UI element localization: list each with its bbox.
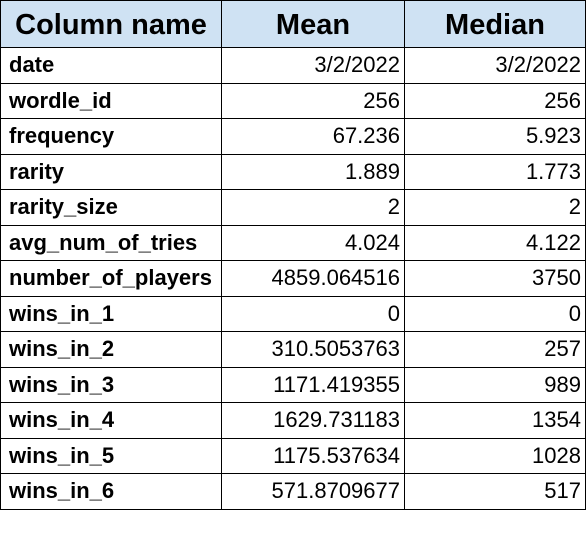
table-row: number_of_players 4859.064516 3750 <box>0 260 586 297</box>
header-row: Column name Mean Median <box>0 0 586 48</box>
row-mean: 4859.064516 <box>221 260 405 297</box>
row-name: wordle_id <box>0 82 222 119</box>
row-median: 1354 <box>404 402 586 439</box>
row-median: 989 <box>404 366 586 403</box>
row-mean: 3/2/2022 <box>221 47 405 84</box>
row-median: 3/2/2022 <box>404 47 586 84</box>
row-name: wins_in_6 <box>0 473 222 510</box>
table-row: frequency 67.236 5.923 <box>0 118 586 155</box>
row-mean: 1175.537634 <box>221 437 405 474</box>
statistics-table: Column name Mean Median date 3/2/2022 3/… <box>0 0 586 510</box>
table-row: rarity 1.889 1.773 <box>0 153 586 190</box>
row-mean: 571.8709677 <box>221 473 405 510</box>
table-row: date 3/2/2022 3/2/2022 <box>0 47 586 84</box>
row-mean: 67.236 <box>221 118 405 155</box>
row-mean: 1.889 <box>221 153 405 190</box>
table-row: wins_in_2 310.5053763 257 <box>0 331 586 368</box>
row-name: number_of_players <box>0 260 222 297</box>
column-name-header: Column name <box>0 0 222 48</box>
table-row: avg_num_of_tries 4.024 4.122 <box>0 224 586 261</box>
row-median: 257 <box>404 331 586 368</box>
table-row: wins_in_6 571.8709677 517 <box>0 473 586 510</box>
table-row: wins_in_3 1171.419355 989 <box>0 366 586 403</box>
median-header: Median <box>404 0 586 48</box>
row-mean: 310.5053763 <box>221 331 405 368</box>
row-name: rarity <box>0 153 222 190</box>
table-row: wins_in_1 0 0 <box>0 295 586 332</box>
row-name: date <box>0 47 222 84</box>
table-row: rarity_size 2 2 <box>0 189 586 226</box>
statistics-table-container: Column name Mean Median date 3/2/2022 3/… <box>0 0 586 510</box>
table-row: wins_in_4 1629.731183 1354 <box>0 402 586 439</box>
row-median: 4.122 <box>404 224 586 261</box>
row-name: wins_in_1 <box>0 295 222 332</box>
row-mean: 0 <box>221 295 405 332</box>
row-median: 5.923 <box>404 118 586 155</box>
row-name: wins_in_5 <box>0 437 222 474</box>
row-median: 256 <box>404 82 586 119</box>
row-median: 2 <box>404 189 586 226</box>
row-name: wins_in_4 <box>0 402 222 439</box>
mean-header: Mean <box>221 0 405 48</box>
row-mean: 1171.419355 <box>221 366 405 403</box>
row-median: 1028 <box>404 437 586 474</box>
row-mean: 256 <box>221 82 405 119</box>
row-name: wins_in_3 <box>0 366 222 403</box>
row-name: rarity_size <box>0 189 222 226</box>
row-median: 517 <box>404 473 586 510</box>
table-row: wordle_id 256 256 <box>0 82 586 119</box>
row-name: wins_in_2 <box>0 331 222 368</box>
row-mean: 4.024 <box>221 224 405 261</box>
row-median: 0 <box>404 295 586 332</box>
row-mean: 2 <box>221 189 405 226</box>
row-median: 1.773 <box>404 153 586 190</box>
row-median: 3750 <box>404 260 586 297</box>
row-name: avg_num_of_tries <box>0 224 222 261</box>
row-mean: 1629.731183 <box>221 402 405 439</box>
table-row: wins_in_5 1175.537634 1028 <box>0 437 586 474</box>
row-name: frequency <box>0 118 222 155</box>
